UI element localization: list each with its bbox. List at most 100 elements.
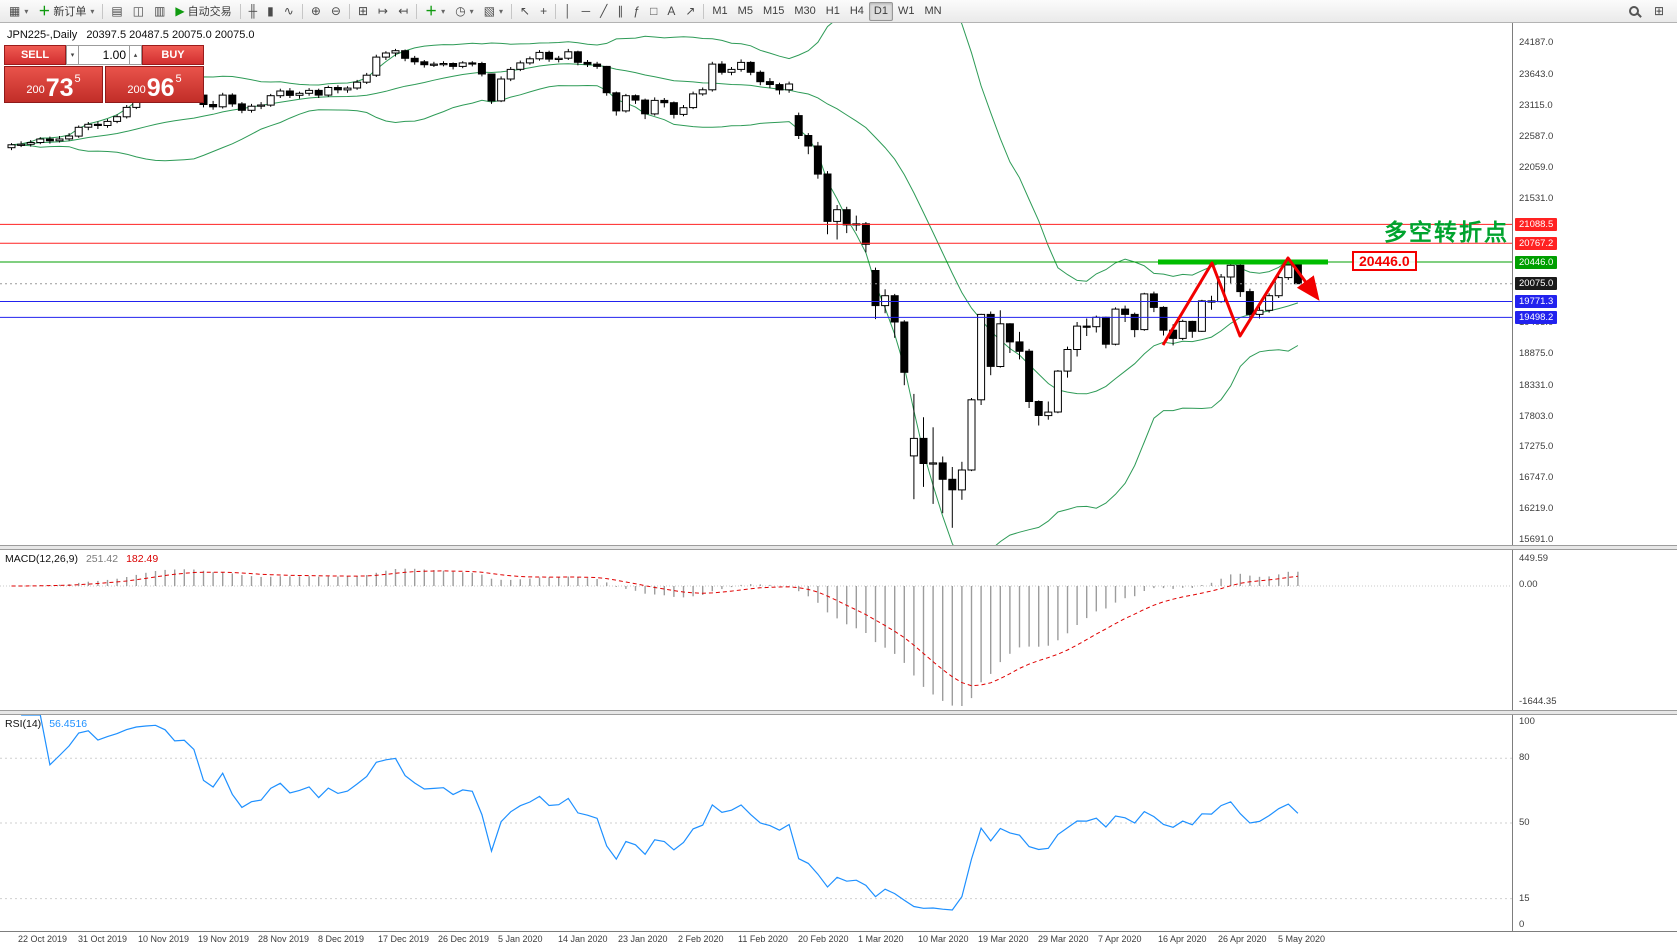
zigzag-arrow[interactable]	[1161, 256, 1320, 346]
macd-signal-line	[11, 570, 1298, 687]
timeframe-m30-button[interactable]: M30	[789, 2, 820, 21]
candle	[113, 114, 122, 124]
line-chart-button[interactable]: ∿	[279, 2, 299, 21]
timeframe-mn-button[interactable]: MN	[919, 2, 946, 21]
horizontal-line-button[interactable]: ─	[577, 2, 596, 21]
market-watch-button[interactable]: ▤	[106, 2, 127, 21]
date-label: 19 Mar 2020	[978, 934, 1029, 944]
candle	[1082, 318, 1091, 336]
candle	[785, 81, 794, 93]
chart-shift-button[interactable]: ↤	[393, 2, 413, 21]
candle	[1226, 261, 1235, 284]
candle	[122, 105, 131, 119]
volume-down-button[interactable]: ▾	[66, 45, 79, 65]
candle	[1197, 299, 1206, 332]
ohlc-bars-button[interactable]: ╫	[244, 2, 263, 21]
date-label: 19 Nov 2019	[198, 934, 250, 944]
vertical-line-button[interactable]: │	[559, 2, 577, 21]
candle	[765, 78, 774, 89]
data-window-button[interactable]: ◫	[128, 2, 149, 21]
chart-title: JPN225-,Daily 20397.5 20487.5 20075.0 20…	[7, 29, 255, 41]
cursor-button[interactable]: ↖	[515, 2, 535, 21]
candle	[1178, 319, 1187, 341]
autotrading-button[interactable]: ▶ 自动交易	[170, 2, 236, 21]
candle	[669, 101, 678, 119]
timeframe-m5-label: M5	[737, 5, 753, 17]
arrows-button[interactable]: ↗	[680, 2, 700, 21]
text-button[interactable]: A	[662, 2, 680, 21]
candle	[295, 91, 304, 99]
candle	[324, 85, 333, 97]
candle	[497, 76, 506, 103]
timeframe-h1-button[interactable]: H1	[821, 2, 845, 21]
bollinger-lower-band	[11, 84, 1299, 545]
fibonacci-button[interactable]: ƒ	[628, 2, 645, 21]
crosshair-button[interactable]: +	[535, 2, 552, 21]
candle	[209, 100, 218, 110]
bollinger-middle-band	[11, 63, 1299, 395]
price-scale[interactable]: 24187.0 23643.0 23115.0 22587.0 22059.0 21531…	[1512, 23, 1677, 545]
zoom-in-button[interactable]: ⊕	[306, 2, 326, 21]
candle	[535, 50, 544, 61]
trendline-button[interactable]: ╱	[595, 2, 612, 21]
panel-separator-1[interactable]	[0, 545, 1677, 550]
volume-input[interactable]	[79, 45, 129, 65]
timeframe-d1-button[interactable]: D1	[868, 1, 893, 21]
candle	[525, 56, 534, 65]
channel-button[interactable]: ∥	[612, 2, 628, 21]
macd-chart[interactable]	[0, 550, 1512, 710]
vertical-line-icon: │	[564, 4, 572, 18]
date-label: 2 Feb 2020	[678, 934, 724, 944]
shapes-icon: □	[650, 4, 658, 18]
date-axis[interactable]: 22 Oct 2019 31 Oct 2019 10 Nov 2019 19 Nov …	[0, 931, 1677, 946]
candle	[410, 55, 419, 65]
candlestick-chart-button[interactable]: ▮	[262, 2, 279, 21]
turning-point-label[interactable]: 多空转折点	[1384, 219, 1509, 245]
search-button[interactable]	[1624, 2, 1644, 21]
price-scale-label: 22587.0	[1519, 131, 1554, 142]
candle	[257, 102, 266, 110]
candle	[391, 48, 400, 57]
rsi-label-row: RSI(14) 56.4516	[5, 718, 87, 730]
navigator-button[interactable]: ▥	[149, 2, 170, 21]
candle	[103, 119, 112, 128]
quick-panel-button[interactable]: ⊞	[1649, 2, 1669, 21]
ohlc-bars-icon: ╫	[248, 4, 258, 18]
sell-price[interactable]: 200 73 5	[4, 66, 103, 103]
price-callout-label[interactable]: 20446.0	[1352, 251, 1417, 271]
buy-price[interactable]: 200 96 5	[105, 66, 204, 103]
candle	[621, 93, 630, 113]
tile-windows-button[interactable]: ⊞	[353, 2, 373, 21]
price-scale-label: 16219.0	[1519, 503, 1554, 514]
periods-button[interactable]: ◷ ▾	[450, 2, 479, 21]
candle	[1130, 312, 1139, 338]
candle	[861, 222, 870, 253]
candle	[900, 320, 909, 386]
price-chart[interactable]	[0, 23, 1512, 545]
shapes-button[interactable]: □	[645, 2, 662, 21]
timeframe-m5-button[interactable]: M5	[733, 2, 758, 21]
new-chart-button[interactable]: ▦ ▾	[4, 2, 33, 21]
zoom-out-button[interactable]: ⊖	[326, 2, 346, 21]
timeframe-m1-button[interactable]: M1	[707, 2, 732, 21]
timeframe-m15-button[interactable]: M15	[758, 2, 789, 21]
indicators-button[interactable]: ＋ ▾	[420, 2, 450, 21]
volume-up-button[interactable]: ▴	[129, 45, 142, 65]
candle	[429, 61, 438, 67]
date-label: 20 Feb 2020	[798, 934, 849, 944]
macd-scale[interactable]: 449.59 0.00 -1644.35	[1512, 550, 1677, 710]
panel-separator-2[interactable]	[0, 710, 1677, 715]
timeframe-w1-button[interactable]: W1	[893, 2, 920, 21]
date-label: 29 Mar 2020	[1038, 934, 1089, 944]
candle	[794, 112, 803, 139]
timeframe-h4-button[interactable]: H4	[845, 2, 869, 21]
new-order-button[interactable]: ＋新订单 ▾	[33, 2, 99, 21]
rsi-chart[interactable]	[0, 715, 1512, 931]
rsi-scale[interactable]: 100 80 50 15 0	[1512, 715, 1677, 931]
candle	[660, 98, 669, 108]
templates-button[interactable]: ▧ ▾	[479, 2, 508, 21]
auto-scroll-button[interactable]: ↦	[373, 2, 393, 21]
date-label: 8 Dec 2019	[318, 934, 365, 944]
buy-button[interactable]: BUY	[142, 45, 204, 65]
sell-button[interactable]: SELL	[4, 45, 66, 65]
